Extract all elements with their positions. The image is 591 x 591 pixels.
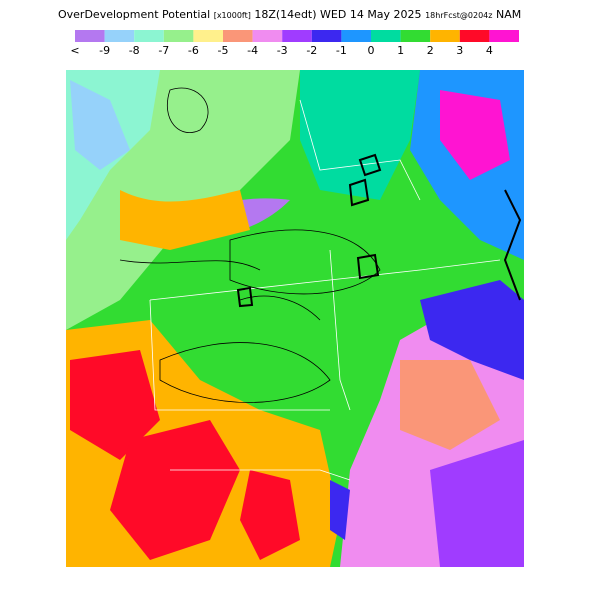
colorbar-label: -8 [129,44,140,57]
colorbar-label: -1 [336,44,347,57]
colorbar-label: -6 [188,44,199,57]
colorbar-label: 0 [368,44,375,57]
colorbar-label: -4 [247,44,258,57]
colorbar-label: 2 [427,44,434,57]
colorbar-swatch [134,30,164,42]
forecast: 18hrFcst@0204z [425,11,492,20]
colorbar: < -9 -8 -7 -6 -5 -4 -3 -2 -1 0 1 2 3 4 [70,30,519,57]
model: NAM [496,8,521,21]
colorbar-swatch [282,30,312,42]
colorbar-swatch [193,30,223,42]
colorbar-label: < [70,44,79,57]
colorbar-swatch [311,30,342,42]
title: OverDevelopment Potential [x1000ft] 18Z(… [58,8,521,21]
colorbar-label: -9 [99,44,110,57]
colorbar-label: -5 [218,44,229,57]
title-text: OverDevelopment Potential [58,8,210,21]
colorbar-swatch [430,30,460,42]
colorbar-label: -2 [306,44,317,57]
map-field [66,70,524,567]
colorbar-swatch [163,30,194,42]
colorbar-swatch [75,30,105,42]
colorbar-label: 3 [456,44,463,57]
colorbar-swatch [489,30,519,42]
colorbar-label: 1 [397,44,404,57]
colorbar-swatch [104,30,135,42]
colorbar-swatch [371,30,401,42]
units: [x1000ft] [214,11,251,20]
colorbar-swatch [223,30,253,42]
colorbar-label: 4 [486,44,493,57]
colorbar-label: -7 [158,44,169,57]
colorbar-swatch [459,30,490,42]
colorbar-swatch [341,30,371,42]
colorbar-swatch [400,30,431,42]
colorbar-swatch [252,30,283,42]
colorbar-label: -3 [277,44,288,57]
valid-time: 18Z(14edt) WED 14 May 2025 [254,8,421,21]
